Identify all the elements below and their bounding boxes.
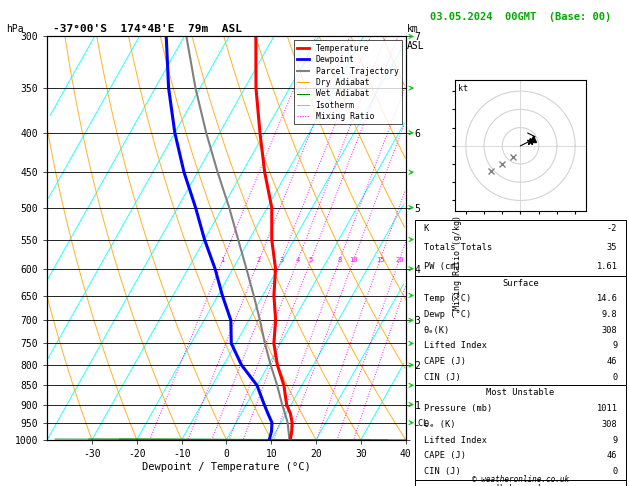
Text: 1011: 1011 bbox=[596, 404, 618, 413]
Text: Dewp (°C): Dewp (°C) bbox=[423, 310, 471, 319]
Text: Most Unstable: Most Unstable bbox=[486, 388, 555, 398]
Text: 0: 0 bbox=[612, 467, 618, 476]
X-axis label: Dewpoint / Temperature (°C): Dewpoint / Temperature (°C) bbox=[142, 462, 311, 471]
Text: 5: 5 bbox=[309, 257, 313, 263]
Text: 4: 4 bbox=[296, 257, 300, 263]
Text: 3: 3 bbox=[279, 257, 284, 263]
Text: K: K bbox=[423, 225, 429, 233]
Text: 9: 9 bbox=[612, 435, 618, 445]
Text: Pressure (mb): Pressure (mb) bbox=[423, 404, 492, 413]
Bar bbox=[415, 276, 626, 385]
Text: θₑ(K): θₑ(K) bbox=[423, 326, 450, 335]
Bar bbox=[415, 480, 626, 486]
Text: 46: 46 bbox=[607, 451, 618, 461]
Text: © weatheronline.co.uk: © weatheronline.co.uk bbox=[472, 474, 569, 484]
Text: 10: 10 bbox=[349, 257, 358, 263]
Text: 35: 35 bbox=[607, 243, 618, 252]
Text: Temp (°C): Temp (°C) bbox=[423, 295, 471, 303]
Text: 8: 8 bbox=[337, 257, 342, 263]
Text: LCL: LCL bbox=[413, 419, 428, 428]
Text: CAPE (J): CAPE (J) bbox=[423, 451, 465, 461]
Text: Lifted Index: Lifted Index bbox=[423, 341, 487, 350]
Text: 9.8: 9.8 bbox=[602, 310, 618, 319]
Text: CIN (J): CIN (J) bbox=[423, 467, 460, 476]
Text: 1: 1 bbox=[221, 257, 225, 263]
Text: 308: 308 bbox=[602, 420, 618, 429]
Text: 308: 308 bbox=[602, 326, 618, 335]
Text: 20: 20 bbox=[395, 257, 404, 263]
Text: 1.61: 1.61 bbox=[596, 262, 618, 271]
Text: Surface: Surface bbox=[502, 279, 539, 288]
Text: kt: kt bbox=[457, 84, 467, 93]
Text: 14.6: 14.6 bbox=[596, 295, 618, 303]
Text: PW (cm): PW (cm) bbox=[423, 262, 460, 271]
Text: Totals Totals: Totals Totals bbox=[423, 243, 492, 252]
Text: 0: 0 bbox=[612, 373, 618, 382]
Text: Lifted Index: Lifted Index bbox=[423, 435, 487, 445]
Text: Mixing Ratio (g/kg): Mixing Ratio (g/kg) bbox=[453, 215, 462, 310]
Text: 2: 2 bbox=[257, 257, 261, 263]
Text: 9: 9 bbox=[612, 341, 618, 350]
Text: 15: 15 bbox=[376, 257, 384, 263]
Text: ASL: ASL bbox=[407, 41, 425, 51]
Text: 46: 46 bbox=[607, 357, 618, 366]
Text: -2: -2 bbox=[607, 225, 618, 233]
Text: Hodograph: Hodograph bbox=[497, 484, 544, 486]
Text: θₑ (K): θₑ (K) bbox=[423, 420, 455, 429]
Bar bbox=[415, 220, 626, 276]
Text: 03.05.2024  00GMT  (Base: 00): 03.05.2024 00GMT (Base: 00) bbox=[430, 12, 611, 22]
Text: km: km bbox=[407, 24, 419, 34]
Text: CAPE (J): CAPE (J) bbox=[423, 357, 465, 366]
Bar bbox=[415, 385, 626, 480]
Text: CIN (J): CIN (J) bbox=[423, 373, 460, 382]
Text: -37°00'S  174°4B'E  79m  ASL: -37°00'S 174°4B'E 79m ASL bbox=[53, 24, 242, 34]
Text: hPa: hPa bbox=[6, 24, 24, 34]
Legend: Temperature, Dewpoint, Parcel Trajectory, Dry Adiabat, Wet Adiabat, Isotherm, Mi: Temperature, Dewpoint, Parcel Trajectory… bbox=[294, 40, 402, 124]
